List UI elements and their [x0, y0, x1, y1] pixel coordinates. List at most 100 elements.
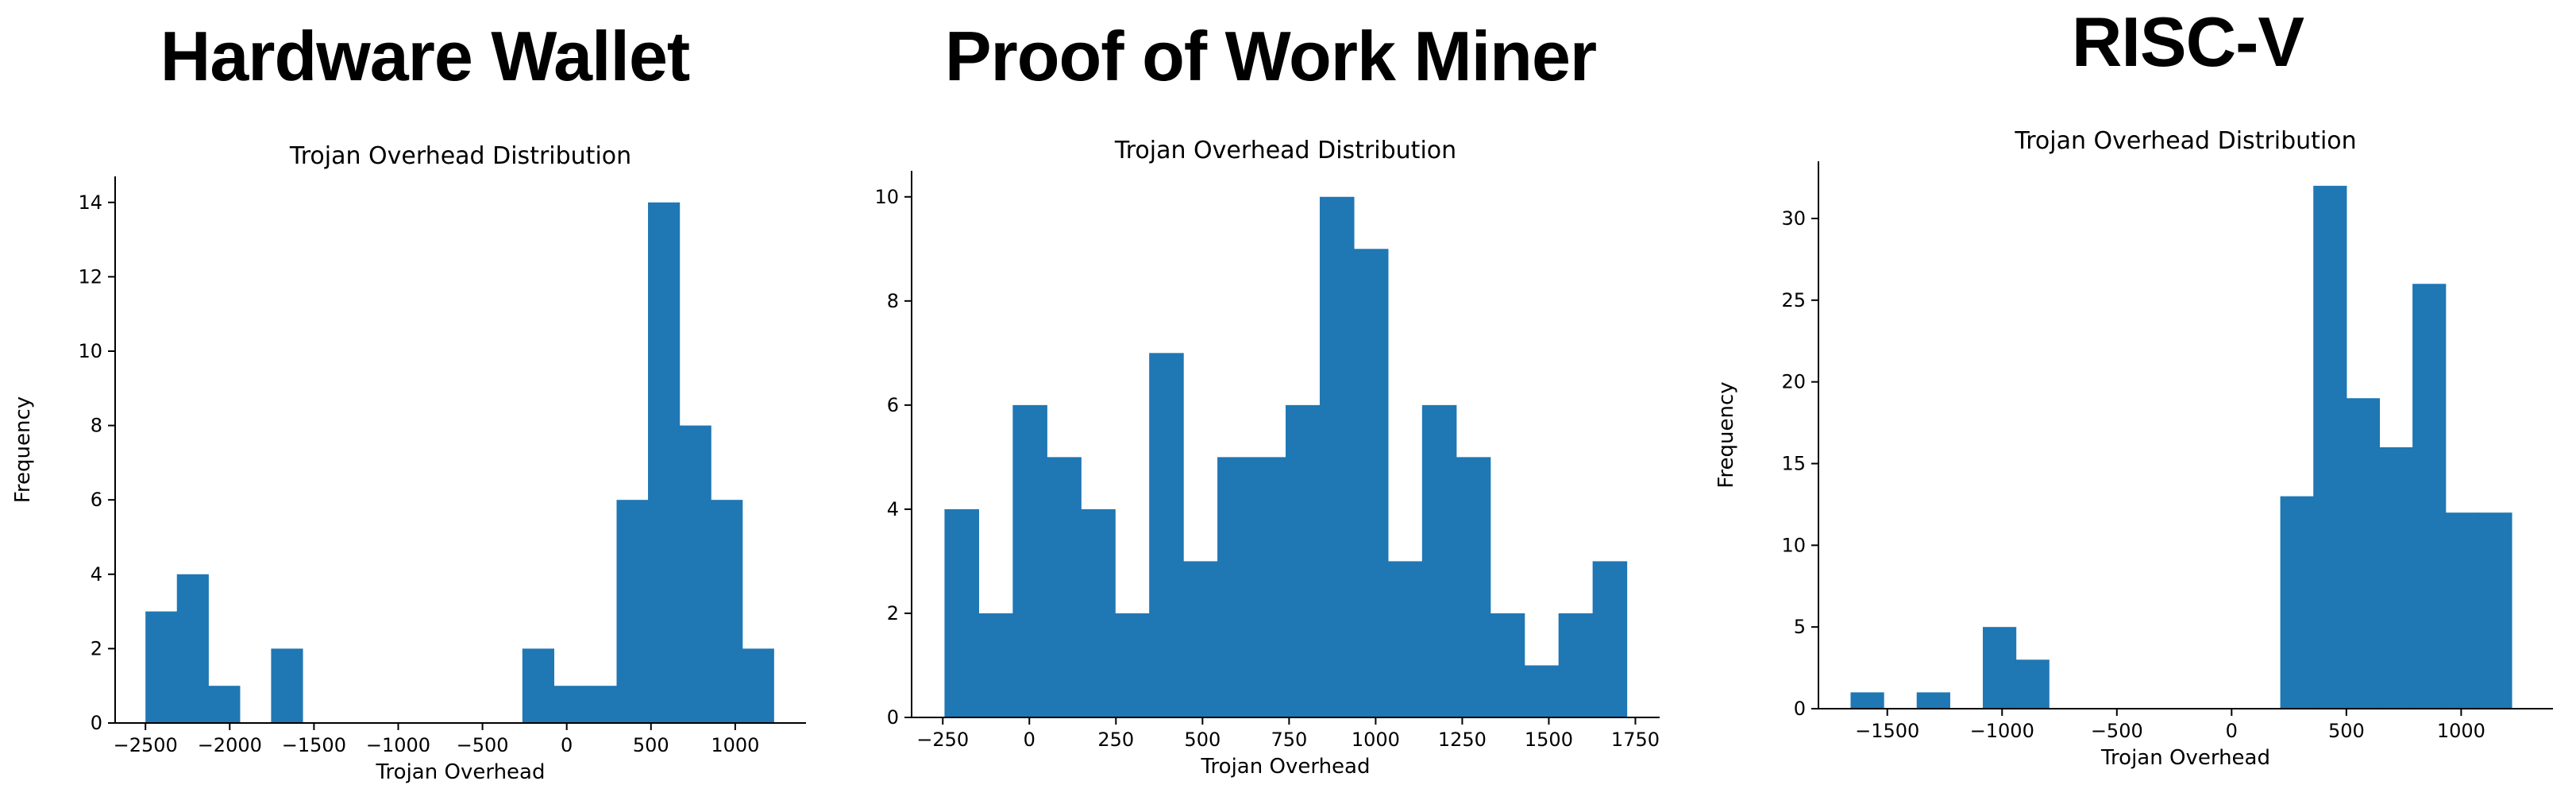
x-axis-label: Trojan Overhead: [2100, 746, 2270, 770]
x-tick-label: −250: [916, 729, 969, 751]
y-tick-label: 0: [887, 706, 899, 729]
x-tick-label: −500: [2091, 720, 2143, 742]
histogram-bar: [1286, 404, 1321, 717]
y-axis-label: Frequency: [11, 396, 35, 503]
y-tick-label: 12: [78, 265, 102, 288]
y-axis-label: Frequency: [1714, 381, 1738, 488]
histogram-bar: [2015, 659, 2050, 709]
x-tick-label: 1250: [1438, 729, 1487, 751]
y-tick-label: 6: [887, 394, 899, 416]
y-tick-label: 30: [1781, 207, 1806, 230]
y-tick-label: 4: [91, 563, 102, 586]
x-tick-label: 750: [1271, 729, 1307, 751]
histogram-bar: [2478, 512, 2512, 709]
histogram-bar: [2280, 496, 2314, 709]
x-tick-label: 250: [1097, 729, 1134, 751]
histogram-bar: [1217, 457, 1252, 717]
x-tick-label: 500: [633, 734, 669, 756]
y-tick-label: 0: [1794, 698, 1806, 720]
histogram-bars: [145, 202, 774, 723]
x-tick-label: −1500: [1855, 720, 1919, 742]
y-tick-label: 10: [874, 186, 899, 208]
histogram-bar: [2346, 398, 2381, 709]
histogram-bar: [208, 686, 241, 723]
histogram-bar: [2412, 284, 2447, 709]
y-tick-label: 0: [91, 712, 102, 734]
chart-title: Trojan Overhead Distribution: [1114, 137, 1456, 164]
x-tick-label: 0: [561, 734, 573, 756]
histogram-bar: [1592, 561, 1628, 717]
histogram-bar: [1081, 508, 1116, 717]
y-tick-label: 25: [1781, 289, 1806, 311]
histogram-bar: [1558, 613, 1594, 717]
histogram-bar: [1850, 692, 1884, 709]
histogram-bar: [1387, 561, 1423, 717]
histogram-bar: [584, 686, 618, 723]
y-tick-label: 8: [91, 415, 102, 437]
histogram-bar: [1916, 692, 1950, 709]
x-tick-label: 0: [2226, 720, 2238, 742]
histogram-bar: [2445, 512, 2479, 709]
histogram-bar: [616, 500, 649, 723]
histogram-bar: [1982, 627, 2017, 709]
y-tick-label: 8: [887, 290, 899, 312]
x-axis-label: Trojan Overhead: [1201, 755, 1371, 779]
histogram-bar: [553, 686, 586, 723]
histogram-bars: [944, 196, 1628, 717]
y-tick-label: 5: [1794, 616, 1806, 638]
x-tick-label: −1000: [1970, 720, 2034, 742]
y-tick-label: 2: [887, 602, 899, 624]
panel-hardware-wallet: Hardware Wallet −2500 −2000 −1500 −1000 −500…: [0, 0, 842, 805]
heading-proof-of-work-miner: Proof of Work Miner: [944, 17, 1597, 95]
x-tick-label: 500: [2328, 720, 2365, 742]
histogram-bar: [271, 648, 303, 723]
histogram-bar: [978, 613, 1013, 717]
x-tick-label: 1750: [1611, 729, 1660, 751]
histogram-bar: [648, 202, 681, 723]
y-tick-label: 10: [1781, 534, 1806, 556]
x-tick-label: 1000: [1352, 729, 1400, 751]
x-tick-label: 1000: [2437, 720, 2485, 742]
x-tick-label: −2000: [198, 734, 262, 756]
histogram-bar: [1421, 404, 1457, 717]
x-axis-label: Trojan Overhead: [376, 760, 546, 784]
y-tick-label: 15: [1781, 452, 1806, 474]
histogram-bar: [1012, 404, 1047, 717]
x-tick-label: 1500: [1525, 729, 1573, 751]
x-tick-label: −1000: [366, 734, 430, 756]
heading-risc-v: RISC-V: [2071, 2, 2304, 81]
histogram-bar: [1149, 353, 1184, 717]
y-tick-label: 4: [887, 498, 899, 520]
histogram-bar: [2379, 447, 2413, 709]
x-tick-label: −500: [457, 734, 509, 756]
histogram-bar: [1353, 249, 1389, 717]
chart-risc-v: −1500 −1000 −500 0 500 1000 0 5 10 15 20 25 30 Trojan…: [1714, 127, 2553, 770]
histogram-bar: [2313, 185, 2347, 709]
histogram-bar: [522, 648, 554, 723]
histogram-bar: [176, 574, 209, 723]
chart-proof-of-work-miner: −250 0 250 500 750 1000 1250 1500 1750 0 2 4 6 8 10 Tro…: [808, 137, 1660, 779]
panel-risc-v: RISC-V −1500 −1000 −500 0 500 1000 0 5 10 15 20 25 3…: [1699, 0, 2576, 805]
histogram-bar: [1183, 561, 1218, 717]
histogram-bar: [145, 611, 178, 723]
x-tick-label: 500: [1184, 729, 1221, 751]
x-tick-label: 0: [1024, 729, 1035, 751]
chart-hardware-wallet: −2500 −2000 −1500 −1000 −500 0 500 1000 0 2 4 6 8 10 1…: [11, 142, 806, 784]
histogram-bar: [1115, 613, 1150, 717]
histogram-bar: [1490, 613, 1525, 717]
histogram-bar: [711, 500, 743, 723]
histogram-bar: [1319, 196, 1355, 717]
histogram-bar: [1047, 457, 1082, 717]
histogram-bar: [1456, 457, 1491, 717]
x-tick-label: 1000: [711, 734, 759, 756]
histogram-bar: [1251, 457, 1286, 717]
y-tick-label: 6: [91, 489, 102, 511]
heading-hardware-wallet: Hardware Wallet: [160, 17, 690, 95]
x-tick-label: −1500: [282, 734, 346, 756]
y-tick-label: 2: [91, 637, 102, 659]
chart-title: Trojan Overhead Distribution: [289, 142, 631, 170]
histogram-bar: [742, 648, 774, 723]
x-tick-label: −2500: [114, 734, 178, 756]
histogram-bar: [1524, 665, 1560, 717]
y-tick-label: 10: [78, 340, 102, 362]
